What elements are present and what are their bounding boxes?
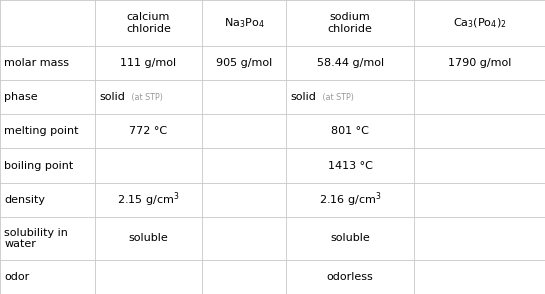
Text: molar mass: molar mass — [4, 58, 69, 68]
Text: calcium
chloride: calcium chloride — [126, 12, 171, 34]
Text: solid: solid — [290, 92, 316, 102]
Text: solid: solid — [100, 92, 125, 102]
Text: solubility in
water: solubility in water — [4, 228, 68, 249]
Text: 1413 °C: 1413 °C — [328, 161, 373, 171]
Text: 2.16 g/cm$^3$: 2.16 g/cm$^3$ — [319, 191, 382, 209]
Text: soluble: soluble — [129, 233, 168, 243]
Text: 801 °C: 801 °C — [331, 126, 369, 136]
Text: odorless: odorless — [327, 272, 373, 282]
Text: sodium
chloride: sodium chloride — [328, 12, 373, 34]
Text: 58.44 g/mol: 58.44 g/mol — [317, 58, 384, 68]
Text: density: density — [4, 195, 45, 205]
Text: Na$_3$Po$_4$: Na$_3$Po$_4$ — [223, 16, 264, 30]
Text: Ca$_3$(Po$_4$)$_2$: Ca$_3$(Po$_4$)$_2$ — [453, 16, 506, 30]
Text: melting point: melting point — [4, 126, 79, 136]
Text: 111 g/mol: 111 g/mol — [120, 58, 177, 68]
Text: 1790 g/mol: 1790 g/mol — [448, 58, 511, 68]
Text: soluble: soluble — [330, 233, 370, 243]
Text: 772 °C: 772 °C — [130, 126, 167, 136]
Text: 905 g/mol: 905 g/mol — [216, 58, 272, 68]
Text: (at STP): (at STP) — [319, 93, 353, 102]
Text: 2.15 g/cm$^3$: 2.15 g/cm$^3$ — [117, 191, 180, 209]
Text: phase: phase — [4, 92, 38, 102]
Text: (at STP): (at STP) — [129, 93, 162, 102]
Text: odor: odor — [4, 272, 29, 282]
Text: boiling point: boiling point — [4, 161, 74, 171]
